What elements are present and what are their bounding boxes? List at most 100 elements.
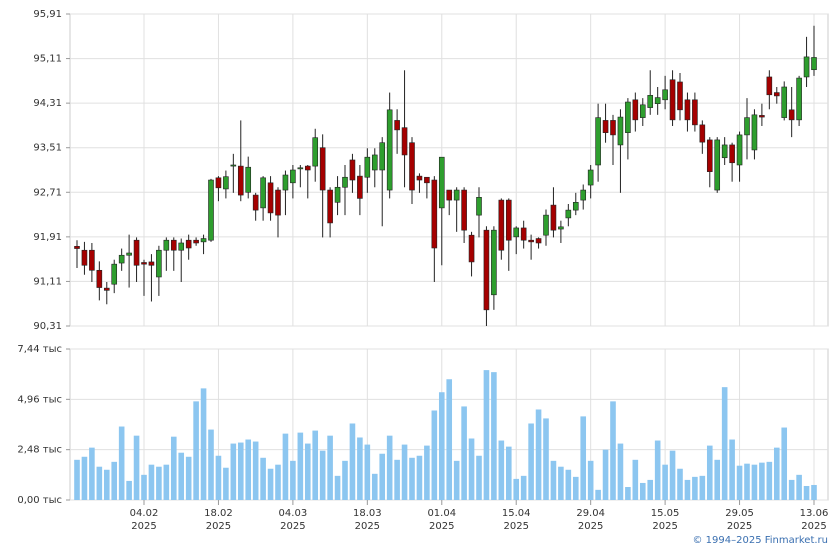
volume-bar	[409, 457, 415, 500]
volume-bar	[744, 463, 750, 500]
volume-bar	[282, 433, 289, 500]
candle-body	[409, 142, 415, 191]
candle-body	[312, 137, 319, 167]
volume-bar	[193, 401, 199, 500]
candle-body	[416, 175, 423, 181]
candle-body	[788, 109, 795, 121]
volume-bar	[133, 435, 140, 500]
y-tick-label: 0,00 тыс	[17, 495, 62, 506]
candle-body	[81, 249, 88, 266]
candle-body	[550, 204, 557, 231]
candle-body	[543, 214, 549, 236]
candle-body	[468, 234, 475, 263]
y-tick-label: 7,44 тыс	[17, 344, 62, 355]
y-tick-label: 90,31	[33, 321, 62, 332]
candle-body	[751, 114, 758, 151]
credit: © 1994–2025 Finmarket.ru	[692, 535, 828, 546]
volume-bar	[334, 475, 341, 500]
volume-bar	[371, 473, 378, 500]
volume-bar	[89, 447, 95, 500]
candle-body	[446, 189, 453, 201]
volume-bar	[297, 432, 304, 500]
candle-body	[625, 101, 631, 133]
volume-bar	[416, 455, 423, 500]
volume-bar	[528, 423, 534, 500]
volume-bar	[357, 437, 363, 500]
candle-body	[647, 95, 654, 108]
volume-bar	[260, 457, 266, 500]
volume-bar	[386, 435, 393, 500]
candle-body	[744, 117, 750, 136]
volume-bar	[803, 485, 810, 500]
volume-bar	[275, 464, 281, 500]
y-tick-label: 95,11	[33, 54, 62, 65]
volume-bar	[580, 416, 587, 500]
candle-body	[796, 77, 802, 121]
candle-body	[528, 239, 534, 243]
volume-bar	[379, 453, 386, 500]
candle-body	[684, 99, 691, 121]
volume-bar	[96, 466, 103, 500]
volume-bar	[610, 401, 616, 500]
volume-bar	[148, 464, 155, 500]
candle-body	[781, 86, 788, 118]
volume-bar	[602, 449, 609, 500]
volume-bar	[431, 410, 438, 500]
volume-bar	[453, 460, 460, 500]
candle-body	[357, 175, 363, 199]
y-tick-label: 2,48 тыс	[17, 445, 62, 456]
x-tick-label: 18.02 2025	[204, 508, 233, 532]
volume-bar	[163, 464, 170, 500]
volume-bar	[543, 418, 549, 500]
volume-bar	[342, 460, 348, 500]
volume-bar	[662, 464, 668, 500]
candle-body	[275, 189, 281, 216]
candle-body	[662, 89, 668, 101]
volume-bar	[230, 443, 237, 500]
volume-bar	[491, 372, 497, 500]
candle-body	[170, 239, 177, 251]
volume-bar	[118, 426, 125, 500]
volume-bar	[721, 387, 728, 500]
candle-body	[252, 194, 259, 211]
candle-body	[118, 254, 125, 264]
candle-body	[453, 189, 460, 201]
candle-body	[558, 226, 564, 230]
volume-bar	[178, 452, 185, 500]
volume-bar	[498, 440, 505, 500]
candle-body	[304, 165, 311, 171]
y-tick-label: 91,11	[33, 276, 62, 287]
volume-bar	[565, 469, 572, 500]
candle-body	[260, 177, 266, 209]
candle-body	[141, 262, 147, 265]
volume-bar	[476, 455, 482, 500]
candle-body	[438, 156, 445, 209]
y-tick-label: 4,96 тыс	[17, 394, 62, 405]
volume-bar	[74, 459, 80, 500]
x-tick-label: 29.05 2025	[725, 508, 754, 532]
candle-body	[431, 179, 438, 249]
candle-body	[654, 97, 661, 104]
candle-body	[565, 209, 572, 219]
candle-body	[677, 81, 683, 111]
candle-body	[215, 177, 222, 189]
candle-body	[267, 182, 274, 214]
volume-bar	[587, 460, 594, 500]
candle-body	[74, 246, 80, 249]
volume-bar	[699, 475, 706, 500]
volume-bar	[349, 423, 356, 500]
volume-bar	[103, 469, 110, 500]
candle-body	[729, 144, 735, 164]
candle-body	[610, 120, 616, 136]
y-tick-label: 94,31	[33, 98, 62, 109]
volume-bar	[647, 479, 654, 500]
candle-body	[766, 76, 773, 96]
volume-bar	[483, 370, 490, 500]
candle-body	[632, 99, 639, 121]
x-tick-label: 15.04 2025	[501, 508, 531, 532]
candle-body	[803, 56, 810, 78]
candle-body	[185, 239, 192, 249]
x-tick-label: 04.02 2025	[129, 508, 159, 532]
volume-bar	[81, 456, 88, 500]
